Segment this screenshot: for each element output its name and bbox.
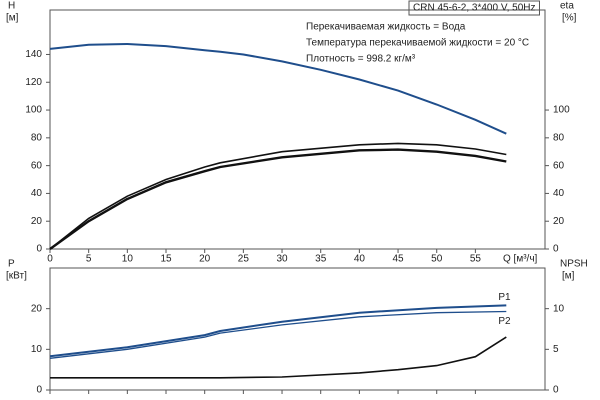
y2-tick-label: 5 — [553, 344, 559, 355]
y-tick-label: 0 — [36, 385, 42, 396]
series-line — [49, 148, 507, 250]
y2-tick-label: 80 — [553, 132, 565, 143]
x-axis-label: Q [м³/ч] — [503, 254, 538, 265]
y-tick-label: 140 — [25, 49, 42, 60]
y2-axis-label: NPSH — [560, 259, 588, 270]
x-tick-label: 15 — [160, 254, 172, 265]
annotation: Перекачиваемая жидкость = Вода — [306, 22, 466, 33]
y2-tick-label: 10 — [553, 303, 565, 314]
series-label: P2 — [498, 316, 511, 327]
y2-tick-label: 0 — [553, 244, 559, 255]
y-tick-label: 0 — [36, 244, 42, 255]
x-tick-label: 0 — [47, 254, 53, 265]
plot-frame — [49, 9, 546, 250]
x-tick-label: 30 — [276, 254, 288, 265]
y-axis-label: H — [8, 1, 15, 12]
series-line — [49, 142, 507, 250]
y-tick-label: 10 — [31, 344, 43, 355]
series-label: P1 — [498, 292, 511, 303]
y2-tick-label: 60 — [553, 160, 565, 171]
x-tick-label: 25 — [238, 254, 250, 265]
y-tick-label: 120 — [25, 77, 42, 88]
chart-title: CRN 45-6-2, 3*400 V, 50Hz — [413, 3, 535, 14]
x-tick-label: 20 — [199, 254, 211, 265]
y-tick-label: 20 — [31, 216, 43, 227]
y-axis-label: P — [8, 259, 15, 270]
y-tick-label: 100 — [25, 105, 42, 116]
plot-frame — [49, 267, 546, 391]
y2-axis-label: eta — [560, 1, 574, 12]
x-tick-label: 40 — [354, 254, 366, 265]
series-line — [50, 336, 507, 379]
annotation: Температура перекачиваемой жидкости = 20… — [306, 38, 529, 49]
y-tick-label: 40 — [31, 188, 43, 199]
series-line — [49, 42, 507, 135]
y2-tick-label: 100 — [553, 105, 570, 116]
y-tick-label: 60 — [31, 160, 43, 171]
series-line — [49, 304, 507, 358]
x-tick-label: 50 — [431, 254, 443, 265]
x-tick-label: 45 — [392, 254, 404, 265]
x-tick-label: 10 — [122, 254, 134, 265]
annotation: Плотность = 998.2 кг/м³ — [306, 54, 416, 65]
y2-tick-label: 0 — [553, 385, 559, 396]
y2-axis-unit: [%] — [562, 13, 577, 24]
y-axis-unit: [м] — [6, 13, 19, 24]
y-axis-unit: [кВт] — [6, 271, 27, 282]
y2-axis-unit: [м] — [562, 271, 575, 282]
y-tick-label: 80 — [31, 132, 43, 143]
y-tick-label: 20 — [31, 303, 43, 314]
series-line — [49, 310, 507, 359]
x-tick-label: 5 — [86, 254, 92, 265]
y2-tick-label: 40 — [553, 188, 565, 199]
y2-tick-label: 20 — [553, 216, 565, 227]
title-box — [408, 0, 540, 16]
x-tick-label: 35 — [315, 254, 327, 265]
x-tick-label: 55 — [470, 254, 482, 265]
